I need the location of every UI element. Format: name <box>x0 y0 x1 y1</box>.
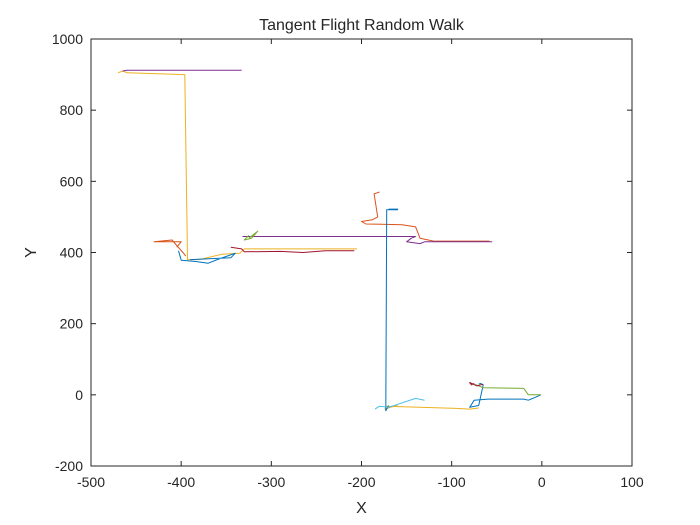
series-line-walk-2 <box>361 191 490 242</box>
data-series-layer <box>117 69 542 412</box>
x-tick-label: -500 <box>77 474 105 490</box>
y-tick-label: 0 <box>75 387 83 403</box>
y-tick-label: 400 <box>60 245 84 261</box>
tick-layer: -500 -400 -300 -200 -100 0 100 -200 0 200 400 600 80… <box>52 31 644 490</box>
series-line-walk-6 <box>385 208 399 412</box>
series-line-walk-8 <box>122 69 242 72</box>
chart-title: Tangent Flight Random Walk <box>259 17 465 34</box>
y-axis-label: Y <box>23 247 40 258</box>
y-tick-label: -200 <box>55 458 83 474</box>
series-line-walk-10 <box>178 250 236 264</box>
y-tick-label: 600 <box>60 173 84 189</box>
series-line-walk-12 <box>243 230 259 241</box>
series-line-walk-9 <box>230 246 355 253</box>
y-tick-label: 800 <box>60 102 84 118</box>
y-tick-label: 200 <box>60 316 84 332</box>
x-tick-label: -100 <box>438 474 466 490</box>
x-tick-label: -400 <box>167 474 195 490</box>
series-line-walk-14 <box>469 381 484 387</box>
x-tick-label: 0 <box>538 474 546 490</box>
plot-area <box>90 38 633 467</box>
x-tick-label: 100 <box>620 474 644 490</box>
series-line-walk-11 <box>153 239 187 257</box>
y-tick-label: 1000 <box>52 31 83 47</box>
series-line-walk-13 <box>374 397 425 410</box>
x-tick-label: -300 <box>257 474 285 490</box>
x-tick-label: -200 <box>347 474 375 490</box>
series-line-walk-3 <box>384 405 479 410</box>
series-line-walk-4 <box>242 236 493 245</box>
x-axis-label: X <box>356 500 367 517</box>
